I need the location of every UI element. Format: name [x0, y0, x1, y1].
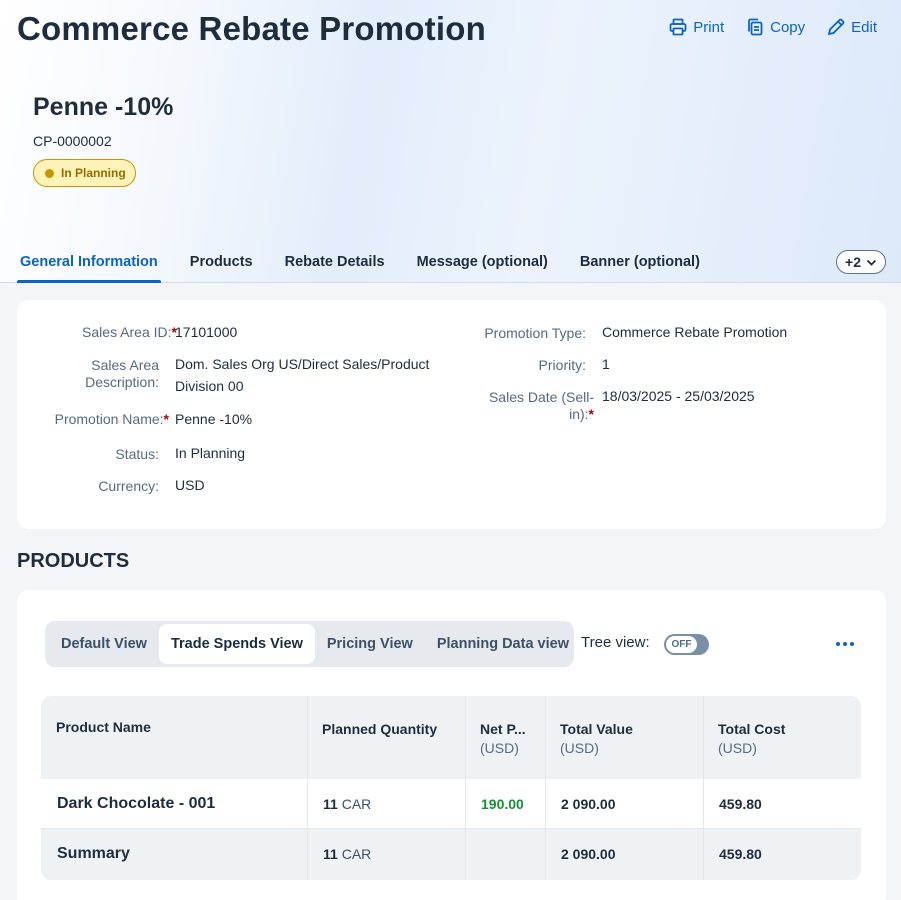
- more-options-button[interactable]: [830, 632, 860, 656]
- status-badge: In Planning: [33, 159, 136, 187]
- column-divider: [465, 696, 466, 880]
- sales-area-description-label: Sales Area Description:: [57, 357, 159, 391]
- required-marker: *: [171, 324, 177, 340]
- net-price-header-text: Net P...: [480, 721, 526, 737]
- sales-area-id-label: Sales Area ID:*: [57, 324, 177, 341]
- tree-view-toggle[interactable]: OFF: [664, 634, 709, 655]
- table-row[interactable]: Dark Chocolate - 001 11 CAR 190.00 2 090…: [41, 779, 861, 829]
- app-title: Commerce Rebate Promotion: [17, 10, 486, 47]
- column-header-total-cost[interactable]: Total Cost (USD): [703, 696, 861, 779]
- required-marker: *: [588, 406, 594, 422]
- net-price-unit: (USD): [480, 740, 519, 756]
- priority-label: Priority:: [538, 357, 586, 373]
- required-marker: *: [163, 411, 169, 427]
- product-name-cell[interactable]: Dark Chocolate - 001: [57, 795, 216, 812]
- promotion-name-label-text: Promotion Name:: [54, 411, 164, 427]
- total-cost-header-text: Total Cost: [718, 721, 786, 737]
- overflow-dot-icon: [843, 642, 847, 646]
- sales-date-label: Sales Date (Sell- in):*: [457, 389, 594, 423]
- column-divider: [703, 696, 704, 880]
- status-badge-label: In Planning: [61, 166, 126, 180]
- sales-area-description-line2: Division 00: [175, 378, 244, 394]
- more-tabs-count: +2: [845, 254, 861, 270]
- print-label: Print: [693, 18, 725, 36]
- promotion-type-value: Commerce Rebate Promotion: [602, 324, 788, 340]
- copy-button[interactable]: Copy: [746, 18, 805, 36]
- view-segmented-button: Default View Trade Spends View Pricing V…: [45, 621, 574, 667]
- column-divider: [307, 696, 308, 880]
- column-header-total-value[interactable]: Total Value (USD): [545, 696, 703, 779]
- summary-label: Summary: [57, 845, 130, 862]
- promotion-name-value: Penne -10%: [175, 411, 253, 427]
- sales-area-description-label-line2: Description:: [85, 374, 159, 390]
- summary-quantity-cell: 11 CAR: [307, 829, 371, 879]
- summary-total-cost-cell: 459.80: [719, 846, 762, 862]
- tab-rebate-details[interactable]: Rebate Details: [284, 254, 385, 270]
- object-page-header: Commerce Rebate Promotion Print Copy Ed: [0, 0, 901, 283]
- object-id: CP-0000002: [33, 133, 112, 149]
- overflow-dot-icon: [836, 642, 840, 646]
- column-divider: [545, 696, 546, 880]
- total-cost-unit: (USD): [718, 740, 757, 756]
- status-dot-icon: [45, 168, 54, 178]
- currency-value: USD: [175, 477, 205, 493]
- summary-quantity-unit: CAR: [341, 846, 372, 862]
- status-value: In Planning: [175, 445, 246, 461]
- total-value-unit: (USD): [560, 740, 599, 756]
- table-header: Product Name Planned Quantity Net P... (…: [41, 696, 861, 779]
- sales-date-value: 18/03/2025 - 25/03/2025: [602, 388, 755, 404]
- tab-message[interactable]: Message (optional): [416, 254, 548, 270]
- status-label: Status:: [115, 446, 159, 462]
- edit-button[interactable]: Edit: [827, 18, 877, 36]
- sales-date-label-line1: Sales Date (Sell-: [488, 389, 594, 405]
- general-information-card: Sales Area ID:* 17101000 Sales Area Desc…: [17, 300, 886, 529]
- edit-label: Edit: [851, 18, 877, 36]
- sales-area-description-label-line1: Sales Area: [91, 357, 159, 373]
- toggle-state-label: OFF: [666, 636, 697, 653]
- section-tabs: General Information Products Rebate Deta…: [0, 250, 716, 283]
- column-header-planned-quantity[interactable]: Planned Quantity: [322, 721, 438, 737]
- products-section-title: PRODUCTS: [17, 550, 130, 572]
- quantity-value: 11: [323, 796, 338, 812]
- sales-area-id-value: 17101000: [175, 324, 238, 340]
- header-actions: Print Copy Edit: [669, 18, 877, 36]
- column-header-net-price[interactable]: Net P... (USD): [465, 696, 545, 779]
- chevron-down-icon: [866, 259, 877, 266]
- tab-banner[interactable]: Banner (optional): [579, 254, 700, 270]
- overflow-dot-icon: [850, 642, 854, 646]
- view-pricing[interactable]: Pricing View: [326, 636, 413, 652]
- currency-label: Currency:: [98, 478, 159, 494]
- sales-area-description-value: Dom. Sales Org US/Direct Sales/Product D…: [175, 353, 429, 397]
- tree-view-label: Tree view:: [581, 634, 650, 651]
- promotion-type-label: Promotion Type:: [484, 325, 586, 341]
- view-trade-spends[interactable]: Trade Spends View: [158, 624, 315, 664]
- net-price-cell: 190.00: [481, 796, 524, 812]
- tab-general-information[interactable]: General Information: [0, 250, 174, 283]
- sales-date-label-line2: in):: [569, 406, 589, 422]
- priority-value: 1: [602, 356, 610, 372]
- quantity-unit: CAR: [341, 796, 372, 812]
- copy-label: Copy: [770, 18, 806, 36]
- print-button[interactable]: Print: [669, 18, 724, 36]
- summary-row: Summary 11 CAR 2 090.00 459.80: [41, 829, 861, 880]
- promotion-name-label: Promotion Name:*: [37, 411, 169, 428]
- summary-quantity-value: 11: [323, 846, 338, 862]
- total-value-header-text: Total Value: [560, 721, 633, 737]
- summary-total-value-cell: 2 090.00: [561, 846, 616, 862]
- copy-icon: [748, 18, 763, 36]
- sales-area-id-label-text: Sales Area ID:: [82, 324, 172, 340]
- total-cost-cell: 459.80: [719, 796, 762, 812]
- tab-products[interactable]: Products: [189, 254, 253, 270]
- pencil-icon: [827, 18, 845, 36]
- column-header-product-name[interactable]: Product Name: [56, 719, 151, 735]
- view-default[interactable]: Default View: [61, 636, 147, 652]
- view-planning-data[interactable]: Planning Data view: [436, 636, 569, 652]
- printer-icon: [669, 18, 687, 36]
- sales-area-description-line1: Dom. Sales Org US/Direct Sales/Product: [175, 356, 430, 372]
- object-title: Penne -10%: [33, 93, 174, 121]
- more-tabs-button[interactable]: +2: [836, 250, 886, 274]
- total-value-cell: 2 090.00: [561, 796, 616, 812]
- products-table: Product Name Planned Quantity Net P... (…: [41, 696, 861, 880]
- planned-quantity-cell: 11 CAR: [307, 779, 371, 829]
